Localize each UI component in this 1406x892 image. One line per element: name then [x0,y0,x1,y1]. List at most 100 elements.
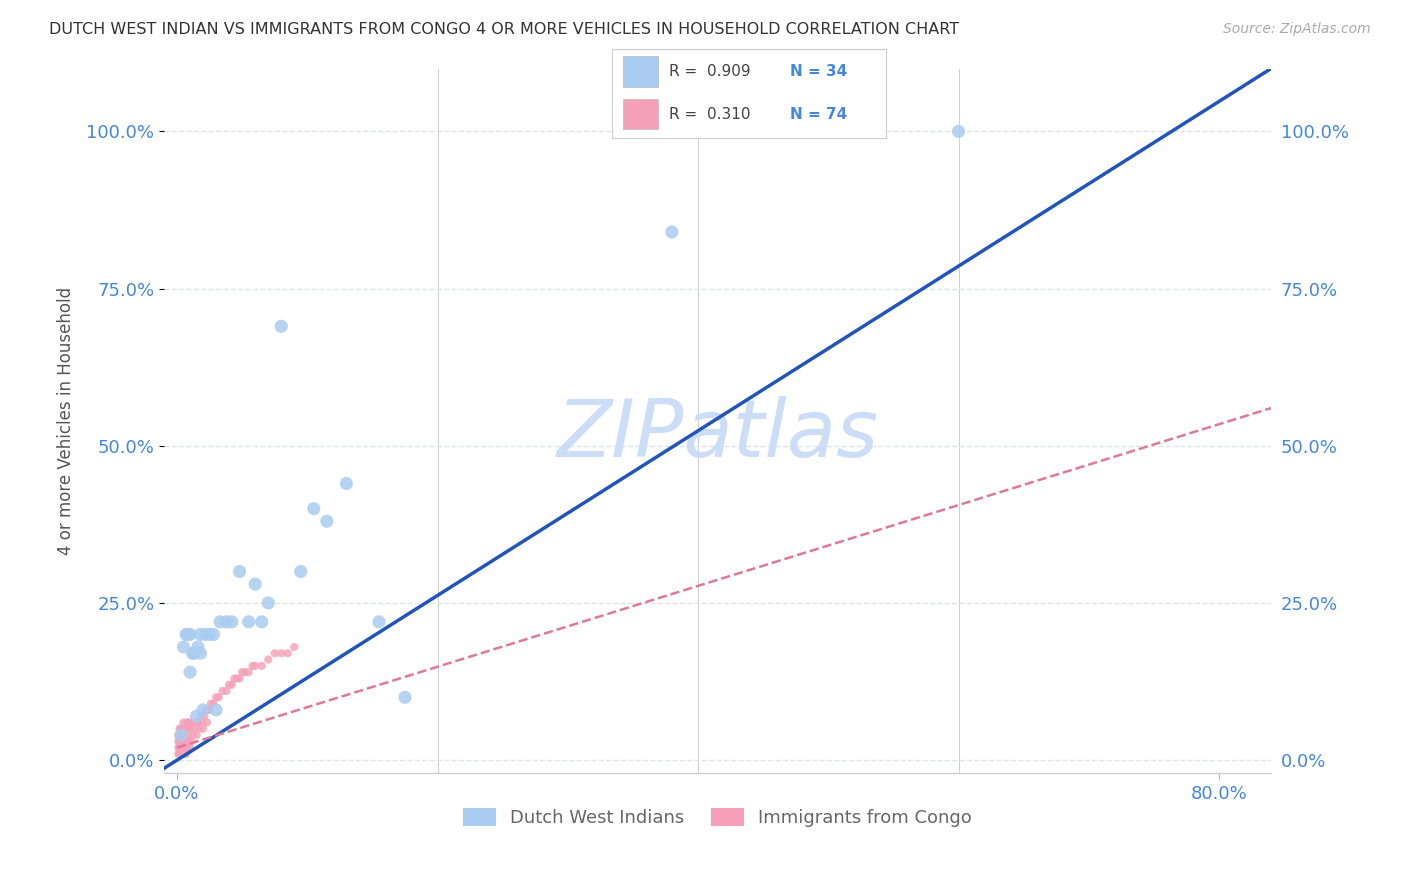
Point [183,646,205,660]
Point [270,646,292,660]
Point [231,665,253,680]
Point [250,615,273,629]
Point [187,715,209,730]
Point [205,690,228,705]
Point [194,627,217,641]
Point [226,672,249,686]
Point [277,646,299,660]
Point [205,703,228,717]
Text: Source: ZipAtlas.com: Source: ZipAtlas.com [1223,22,1371,37]
Text: N = 74: N = 74 [790,107,846,121]
Point [169,722,191,736]
Legend: Dutch West Indians, Immigrants from Congo: Dutch West Indians, Immigrants from Cong… [456,800,979,834]
FancyBboxPatch shape [623,99,658,129]
Point [173,747,195,761]
Point [176,627,198,641]
Point [176,740,198,755]
Point [211,684,233,698]
Point [190,709,212,723]
Point [179,665,201,680]
Point [173,640,195,654]
Point [233,665,256,680]
Point [190,646,212,660]
Point [193,709,215,723]
Point [243,577,266,591]
Point [191,722,214,736]
Point [257,596,280,610]
Point [173,740,195,755]
Point [238,665,260,680]
Point [179,627,201,641]
Point [224,672,246,686]
Point [172,734,194,748]
Point [167,734,190,748]
Text: R =  0.310: R = 0.310 [669,107,751,121]
Point [218,678,240,692]
Point [228,672,250,686]
Point [215,684,238,698]
Point [172,740,194,755]
Point [174,734,197,748]
Point [172,722,194,736]
Point [173,722,195,736]
Point [174,722,197,736]
Text: DUTCH WEST INDIAN VS IMMIGRANTS FROM CONGO 4 OR MORE VEHICLES IN HOUSEHOLD CORRE: DUTCH WEST INDIAN VS IMMIGRANTS FROM CON… [49,22,959,37]
Point [195,715,218,730]
Point [170,728,193,742]
Point [170,747,193,761]
Point [173,740,195,755]
Point [661,225,683,239]
Point [181,646,204,660]
Point [177,734,200,748]
Point [170,740,193,755]
Point [173,715,195,730]
Point [177,715,200,730]
Point [263,646,285,660]
Point [169,740,191,755]
Point [290,565,312,579]
Point [167,740,190,755]
Point [173,734,195,748]
Point [183,722,205,736]
Point [173,728,195,742]
Point [257,652,280,666]
Point [194,703,217,717]
Point [270,319,292,334]
Point [335,476,357,491]
Point [394,690,416,705]
Point [197,703,219,717]
Point [215,615,238,629]
Point [368,615,391,629]
Point [169,747,191,761]
Point [200,697,222,711]
Point [198,703,221,717]
Point [172,747,194,761]
Point [180,715,202,730]
Point [181,728,204,742]
Point [174,747,197,761]
Point [208,690,231,705]
FancyBboxPatch shape [623,56,658,87]
Point [167,747,190,761]
Point [173,734,195,748]
Point [191,703,214,717]
Point [180,734,202,748]
Point [170,722,193,736]
Point [169,728,191,742]
Text: R =  0.909: R = 0.909 [669,64,751,78]
Point [170,734,193,748]
Point [208,615,231,629]
Point [190,627,212,641]
Y-axis label: 4 or more Vehicles in Household: 4 or more Vehicles in Household [58,286,75,555]
Point [191,715,214,730]
Point [167,728,190,742]
Point [948,124,970,138]
Point [250,658,273,673]
Point [173,747,195,761]
Text: ZIPatlas: ZIPatlas [557,396,879,474]
Point [243,658,266,673]
Point [187,640,209,654]
Point [169,734,191,748]
Point [238,615,260,629]
Point [302,501,325,516]
